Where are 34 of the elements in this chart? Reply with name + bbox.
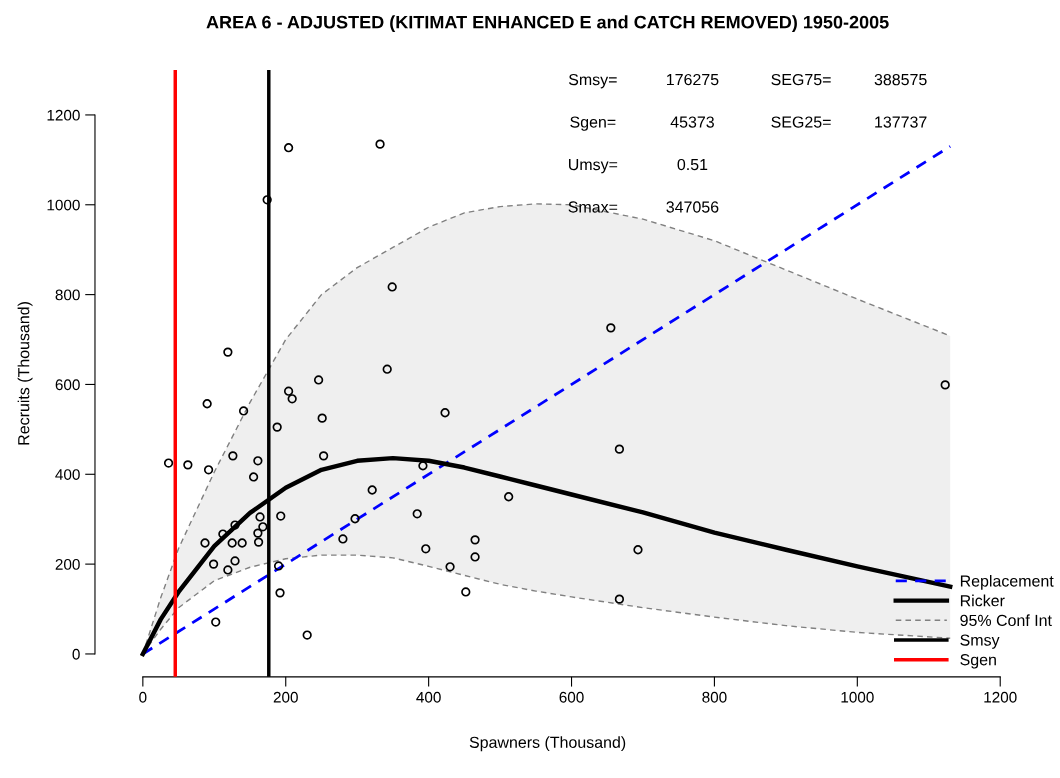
annotation: Smax=: [568, 201, 618, 213]
annotation: SEG75=: [771, 73, 831, 86]
y-axis-title: Recruits (Thousand): [17, 302, 33, 445]
x-tick-label: 800: [702, 691, 727, 703]
legend-label: Replacement: [960, 574, 1054, 590]
annotation: 176275: [667, 73, 719, 86]
y-tick-label: 1000: [47, 199, 80, 211]
x-tick-label: 200: [273, 691, 298, 703]
x-tick-label: 1200: [984, 691, 1017, 703]
annotation: Smsy=: [568, 73, 617, 89]
annotation: 0.51: [677, 158, 708, 171]
legend-label: Ricker: [960, 594, 1005, 607]
y-tick-label: 1200: [47, 109, 80, 121]
y-tick-label: 600: [55, 379, 80, 391]
legend-label: 95% Conf Int: [960, 614, 1052, 627]
annotation: 137737: [875, 116, 927, 128]
annotation: Umsy=: [569, 159, 618, 174]
y-tick-label: 800: [55, 289, 80, 301]
x-tick-label: 600: [559, 691, 584, 703]
annotation: 388575: [874, 73, 927, 86]
annotation: 347056: [666, 201, 719, 213]
y-tick-label: 200: [55, 558, 80, 570]
annotation: Sgen=: [570, 116, 616, 131]
annotation: 45373: [670, 116, 714, 128]
x-axis-title: Spawners (Thousand): [469, 736, 626, 752]
y-tick-label: 0: [72, 648, 80, 660]
annotation: SEG25=: [771, 116, 831, 128]
chart-title: AREA 6 - ADJUSTED (KITIMAT ENHANCED E and CATCH REMOVED) 1950-2005: [206, 15, 889, 33]
legend-label: Sgen: [960, 654, 996, 669]
x-tick-label: 400: [416, 691, 441, 703]
x-tick-label: 0: [139, 691, 147, 703]
x-tick-label: 1000: [841, 691, 874, 703]
y-tick-label: 400: [55, 469, 80, 480]
legend-label: Smsy: [960, 634, 1000, 649]
